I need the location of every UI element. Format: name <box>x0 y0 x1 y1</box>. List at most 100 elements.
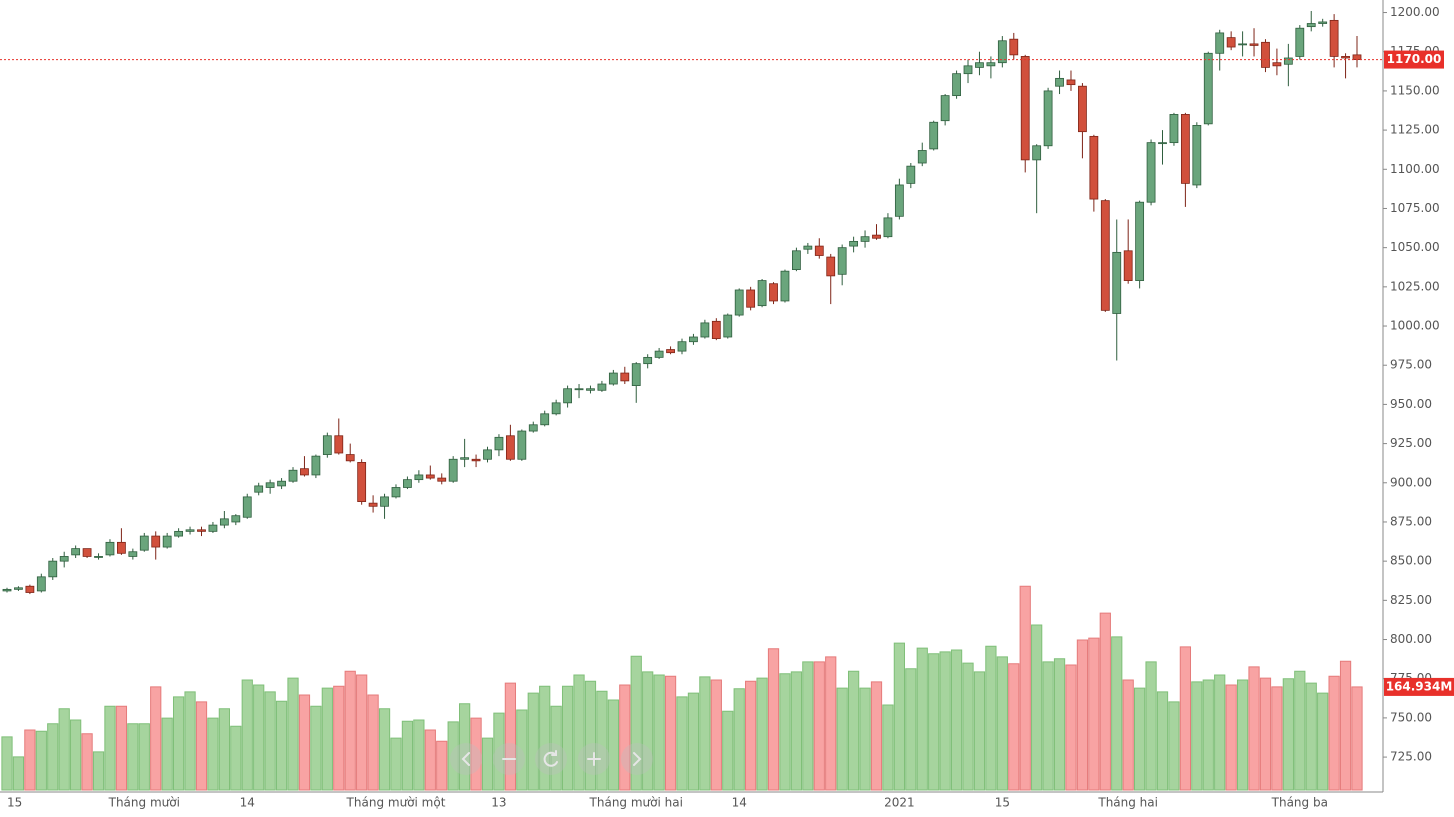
candle-body <box>1158 142 1167 145</box>
volume-bar <box>253 684 265 791</box>
candle-body <box>849 240 859 247</box>
volume-bar <box>1 736 13 791</box>
candle-body <box>631 363 641 386</box>
candle-body <box>643 356 653 365</box>
volume-bar <box>447 721 459 791</box>
volume-bar <box>973 671 986 791</box>
candle-body <box>666 349 675 354</box>
volume-bar <box>1111 636 1123 791</box>
volume-bar <box>584 680 597 791</box>
x-tick-label: 14 <box>240 796 255 810</box>
scroll-left-button[interactable] <box>450 743 482 775</box>
volume-bar <box>1008 663 1020 791</box>
candle-body <box>322 435 332 455</box>
x-tick-label: Tháng mười <box>108 796 180 810</box>
volume-bar <box>779 673 791 791</box>
candle-body <box>1283 57 1293 65</box>
candle-body <box>883 217 893 238</box>
volume-bar <box>1351 686 1363 791</box>
volume-bar <box>424 729 436 791</box>
candle-body <box>940 95 950 122</box>
volume-bar <box>436 740 448 791</box>
candle-body <box>117 541 126 554</box>
volume-bar <box>1099 612 1111 791</box>
candle-body <box>620 372 630 382</box>
zoom-out-button[interactable] <box>493 743 525 775</box>
candle-body <box>82 548 92 557</box>
volume-bar <box>1282 678 1294 791</box>
volume-bar <box>298 694 311 791</box>
last-volume-badge <box>1384 677 1454 696</box>
volume-bar <box>905 668 917 791</box>
volume-bar <box>344 670 356 791</box>
candle-body <box>139 535 149 551</box>
x-tick-label: 15 <box>7 796 22 810</box>
reset-button[interactable] <box>535 743 567 775</box>
candle-body <box>71 548 81 556</box>
y-tick-label: 1200.00 <box>1390 5 1440 19</box>
candle-body <box>448 458 458 482</box>
candle-body <box>1295 27 1305 57</box>
volume-bar <box>1031 624 1043 791</box>
candle-body <box>380 496 389 507</box>
volume-bar <box>985 645 997 791</box>
candle-body <box>300 468 309 476</box>
candle-body <box>197 529 206 532</box>
volume-bar <box>950 649 963 791</box>
volume-bar <box>47 723 59 791</box>
volume-bar <box>962 662 974 791</box>
candle-body <box>505 435 515 460</box>
volume-bar <box>790 671 803 791</box>
candle-body <box>1123 250 1133 281</box>
volume-bar <box>241 679 253 791</box>
candle-body <box>288 469 298 482</box>
volume-bar <box>81 733 93 791</box>
volume-bar <box>1042 661 1054 791</box>
y-tick-label: 800.00 <box>1390 632 1432 646</box>
candle-body <box>517 430 527 460</box>
volume-bar <box>104 705 116 791</box>
candle-body <box>677 341 687 352</box>
volume-bar <box>1248 666 1260 791</box>
candle-body <box>917 150 927 164</box>
volume-bar <box>127 723 139 791</box>
y-tick-label: 825.00 <box>1390 593 1432 607</box>
candle-body <box>597 383 607 391</box>
candle-body <box>1341 56 1350 59</box>
candle-body <box>723 314 733 338</box>
candle-body <box>1032 145 1042 161</box>
y-tick-label: 875.00 <box>1390 514 1432 528</box>
candle-body <box>1306 23 1316 28</box>
volume-bar <box>664 675 677 791</box>
volume-bar <box>1053 658 1066 791</box>
candle-body <box>563 388 572 404</box>
candle-body <box>1226 37 1236 48</box>
y-tick-label: 1150.00 <box>1390 83 1440 97</box>
volume-bar <box>92 751 105 791</box>
volume-bar <box>710 679 722 791</box>
candle-body <box>94 556 103 558</box>
zoom-in-button[interactable] <box>578 743 610 775</box>
candle-body <box>231 515 241 523</box>
last-volume-label: 164.934M <box>1386 679 1453 693</box>
candle-body <box>1180 114 1190 184</box>
candle-body <box>963 65 973 75</box>
volume-bar <box>367 694 379 791</box>
volume-bar <box>836 687 848 791</box>
candle-body <box>25 585 35 593</box>
volume-bar <box>1156 691 1169 791</box>
candle-body <box>357 462 367 502</box>
candle-body <box>689 336 698 343</box>
volume-bar <box>401 720 414 791</box>
scroll-right-button[interactable] <box>621 743 653 775</box>
volume-bar <box>607 699 619 791</box>
candle-body <box>1009 38 1019 56</box>
volume-bar <box>1134 687 1146 791</box>
volume-bar <box>287 677 299 791</box>
volume-bar <box>687 692 700 791</box>
volume-bar <box>996 656 1008 791</box>
volume-bar <box>1259 677 1272 791</box>
candle-body <box>746 289 756 308</box>
candle-body <box>1146 142 1156 203</box>
volume-bar <box>676 696 688 791</box>
